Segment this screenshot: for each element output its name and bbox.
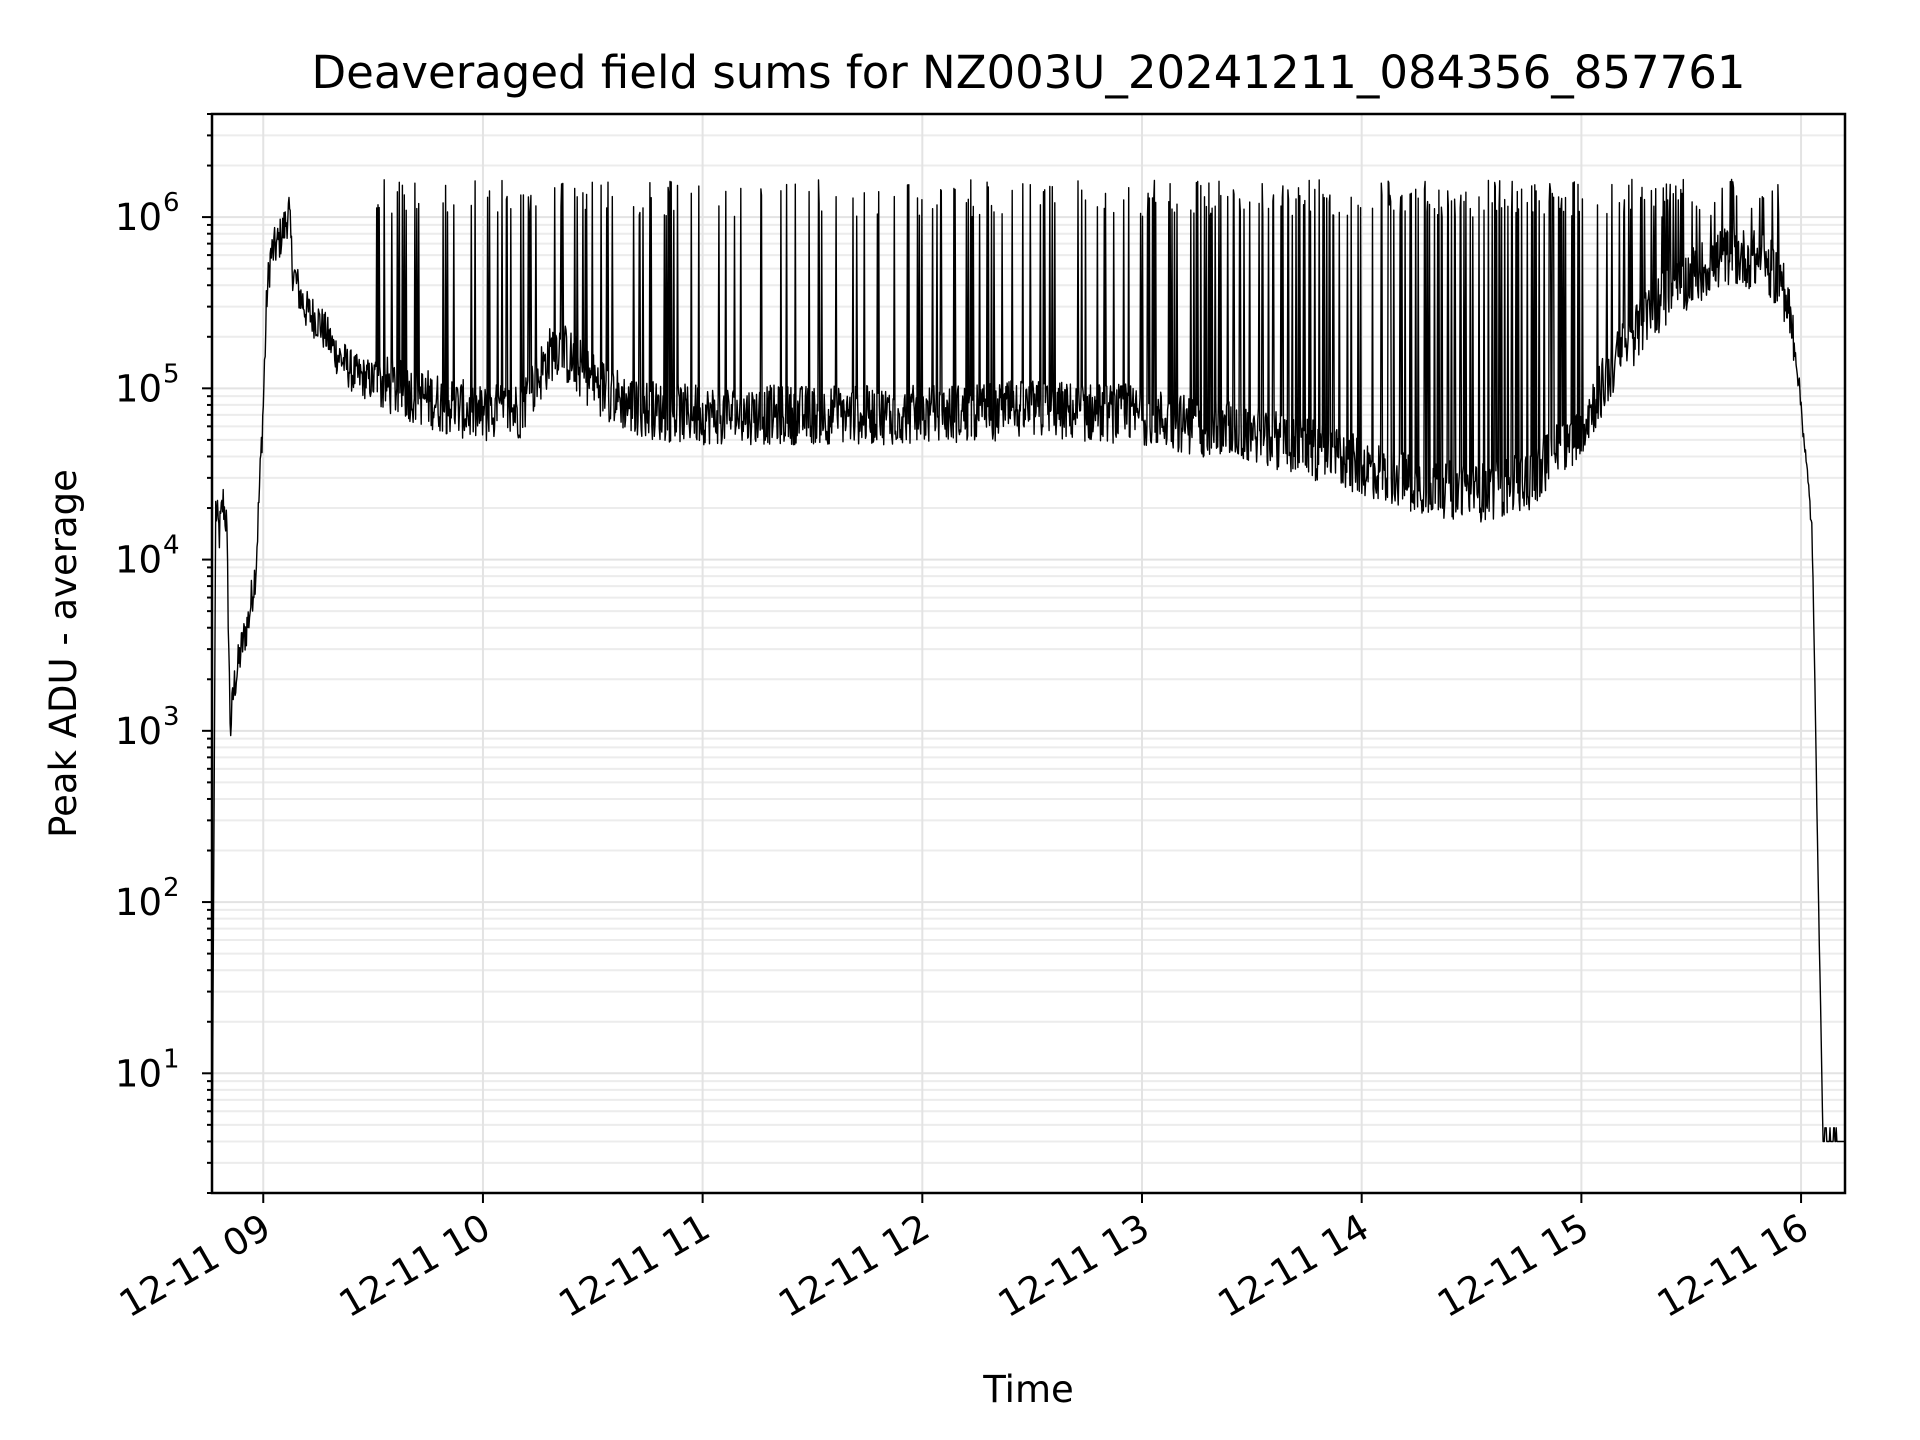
y-tick-exponent: 1 <box>163 1044 180 1074</box>
chart-title: Deaveraged field sums for NZ003U_2024121… <box>312 46 1746 99</box>
y-tick-exponent: 4 <box>163 531 180 561</box>
y-tick-base: 10 <box>115 196 162 239</box>
y-tick-exponent: 5 <box>163 359 180 389</box>
plot-frame <box>210 112 1847 1195</box>
y-tick-label: 10 <box>115 1052 162 1095</box>
y-tick-label: 10 <box>115 710 162 753</box>
y-tick-label: 10 <box>115 539 162 582</box>
y-tick-base: 10 <box>115 1052 162 1095</box>
x-axis-label: Time <box>982 1368 1074 1411</box>
series-line <box>211 178 1846 1194</box>
y-axis-label: Peak ADU - average <box>42 469 85 838</box>
y-tick-base: 10 <box>115 881 162 924</box>
y-tick-label: 10 <box>115 881 162 924</box>
tick-marks <box>202 113 1803 1203</box>
y-tick-base: 10 <box>115 539 162 582</box>
y-tick-exponent: 2 <box>163 873 180 903</box>
y-tick-label: 10 <box>115 196 162 239</box>
series-layer <box>211 178 1846 1194</box>
y-tick-exponent: 6 <box>163 188 180 218</box>
y-tick-base: 10 <box>115 367 162 410</box>
y-tick-label: 10 <box>115 367 162 410</box>
y-tick-base: 10 <box>115 710 162 753</box>
y-tick-exponent: 3 <box>163 702 180 732</box>
